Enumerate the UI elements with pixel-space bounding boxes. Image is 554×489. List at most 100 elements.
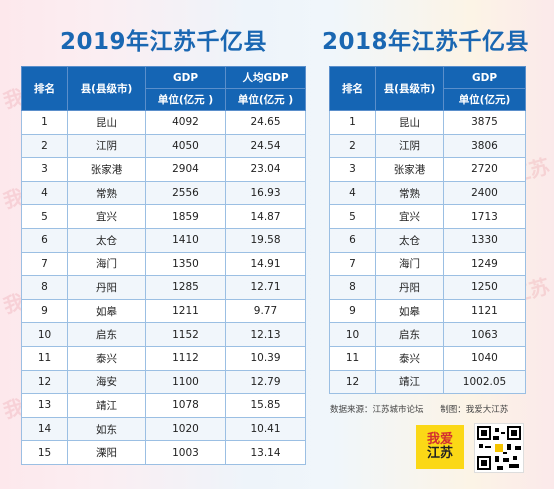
rank-cell: 5	[329, 204, 376, 229]
rank-cell: 7	[329, 251, 376, 277]
per-capita-cell: 24.65	[225, 110, 306, 135]
county-cell: 宜兴	[375, 204, 444, 229]
county-cell: 海门	[67, 251, 146, 277]
gdp-cell: 1410	[145, 227, 226, 253]
table-row: 1 昆山 4092 24.65	[21, 110, 306, 135]
county-cell: 常熟	[375, 180, 444, 206]
county-cell: 海门	[375, 251, 444, 277]
rank-cell: 11	[329, 345, 376, 371]
per-capita-cell: 9.77	[225, 298, 306, 324]
rank-cell: 1	[21, 110, 68, 135]
footer-note: 数据来源：江苏城市论坛 制图：我爱大江苏	[330, 403, 522, 415]
logo-text-bottom: 江苏	[426, 446, 453, 461]
gdp-2019-table: 排名 县(县级市) GDP 人均GDP 单位(亿元 ) 单位(亿元 ) 1 昆山 4…	[21, 66, 306, 465]
data-source: 数据来源：江苏城市论坛	[330, 405, 424, 415]
county-cell: 昆山	[67, 110, 146, 135]
table-row: 7 海门 1249	[329, 251, 526, 277]
county-cell: 张家港	[375, 157, 444, 182]
table-row: 10 启东 1063	[329, 322, 526, 347]
per-capita-cell: 10.41	[225, 416, 306, 442]
gdp-cell: 1121	[443, 298, 526, 324]
header-gdp: GDP	[145, 66, 226, 89]
table-row: 8 丹阳 1285 12.71	[21, 275, 306, 300]
county-cell: 常熟	[67, 180, 146, 206]
table-row: 2 江阴 3806	[329, 133, 526, 159]
rank-cell: 14	[21, 416, 68, 442]
county-cell: 如皋	[67, 298, 146, 324]
county-cell: 如皋	[375, 298, 444, 324]
rank-cell: 2	[21, 133, 68, 159]
gdp-cell: 1100	[145, 369, 226, 395]
header-gdp-unit: 单位(亿元)	[443, 88, 526, 111]
table-row: 1 昆山 3875	[329, 110, 526, 135]
table-row: 13 靖江 1078 15.85	[21, 393, 306, 418]
gdp-cell: 1330	[443, 227, 526, 253]
gdp-cell: 2720	[443, 157, 526, 182]
table-row: 11 泰兴 1040	[329, 345, 526, 371]
header-rank: 排名	[329, 66, 376, 111]
county-cell: 太仓	[375, 227, 444, 253]
per-capita-cell: 16.93	[225, 180, 306, 206]
table-row: 3 张家港 2720	[329, 157, 526, 182]
table-row: 6 太仓 1410 19.58	[21, 227, 306, 253]
table-row: 12 靖江 1002.05	[329, 369, 526, 395]
gdp-cell: 1859	[145, 204, 226, 229]
rank-cell: 2	[329, 133, 376, 159]
table-row: 5 宜兴 1713	[329, 204, 526, 229]
gdp-cell: 2556	[145, 180, 226, 206]
brand-logo: 我爱 江苏	[416, 425, 464, 469]
gdp-cell: 1350	[145, 251, 226, 277]
gdp-cell: 1078	[145, 393, 226, 418]
rank-cell: 8	[329, 275, 376, 300]
county-cell: 江阴	[375, 133, 444, 159]
qr-code-icon	[474, 423, 524, 473]
gdp-cell: 3806	[443, 133, 526, 159]
header-gdp-unit: 单位(亿元 )	[145, 88, 226, 111]
per-capita-cell: 23.04	[225, 157, 306, 182]
gdp-cell: 1211	[145, 298, 226, 324]
gdp-cell: 1063	[443, 322, 526, 347]
county-cell: 江阴	[67, 133, 146, 159]
gdp-cell: 3875	[443, 110, 526, 135]
per-capita-cell: 13.14	[225, 440, 306, 465]
county-cell: 昆山	[375, 110, 444, 135]
rank-cell: 11	[21, 345, 68, 371]
left-title: 2019年江苏千亿县	[60, 29, 268, 55]
table-row: 12 海安 1100 12.79	[21, 369, 306, 395]
county-cell: 泰兴	[375, 345, 444, 371]
table-row: 9 如皋 1121	[329, 298, 526, 324]
gdp-cell: 2904	[145, 157, 226, 182]
gdp-2018-table: 排名 县(县级市) GDP 单位(亿元) 1 昆山 3875 2 江阴 3806 3 张家港 2…	[329, 66, 526, 395]
table-row: 3 张家港 2904 23.04	[21, 157, 306, 182]
rank-cell: 10	[21, 322, 68, 347]
table-row: 4 常熟 2556 16.93	[21, 180, 306, 206]
county-cell: 海安	[67, 369, 146, 395]
gdp-cell: 2400	[443, 180, 526, 206]
rank-cell: 4	[21, 180, 68, 206]
per-capita-cell: 24.54	[225, 133, 306, 159]
gdp-cell: 1040	[443, 345, 526, 371]
county-cell: 丹阳	[67, 275, 146, 300]
gdp-cell: 1152	[145, 322, 226, 347]
county-cell: 张家港	[67, 157, 146, 182]
gdp-cell: 1250	[443, 275, 526, 300]
rank-cell: 15	[21, 440, 68, 465]
header-per-capita: 人均GDP	[225, 66, 306, 89]
rank-cell: 3	[21, 157, 68, 182]
per-capita-cell: 19.58	[225, 227, 306, 253]
gdp-cell: 1003	[145, 440, 226, 465]
gdp-cell: 1002.05	[443, 369, 526, 395]
rank-cell: 12	[21, 369, 68, 395]
table-row: 14 如东 1020 10.41	[21, 416, 306, 442]
rank-cell: 10	[329, 322, 376, 347]
rank-cell: 7	[21, 251, 68, 277]
rank-cell: 8	[21, 275, 68, 300]
gdp-cell: 1020	[145, 416, 226, 442]
table-row: 15 溧阳 1003 13.14	[21, 440, 306, 465]
county-cell: 启东	[375, 322, 444, 347]
gdp-cell: 1112	[145, 345, 226, 371]
rank-cell: 6	[329, 227, 376, 253]
county-cell: 靖江	[375, 369, 444, 395]
per-capita-cell: 12.71	[225, 275, 306, 300]
table-row: 9 如皋 1211 9.77	[21, 298, 306, 324]
